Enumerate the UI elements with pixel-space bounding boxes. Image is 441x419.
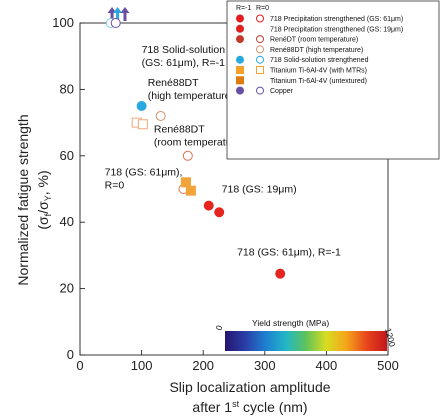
legend-label: 718 Precipitation strengthened (GS: 19μm…	[270, 26, 403, 33]
legend-marker-open	[256, 55, 264, 64]
plot-area: 0 100 200 300 400 500 0 20 40 60 80 100	[52, 15, 399, 373]
x-tick-label: 500	[377, 358, 399, 373]
legend-entry: 718 Precipitation strengthened (GS: 61μm…	[236, 14, 403, 23]
legend-marker-filled	[236, 86, 244, 95]
legend-marker-filled	[236, 24, 244, 33]
legend-label: Titanium Ti-6Al-4V (with MTRs)	[270, 68, 367, 75]
legend-entry: 718 Precipitation strengthened (GS: 19μm…	[236, 24, 403, 33]
y-tick-label: 80	[60, 81, 74, 96]
legend-label: Titanium Ti-6Al-4V (untextured)	[270, 78, 367, 85]
colorbar-gradient	[225, 331, 387, 351]
out-of-range-arrow-head	[120, 7, 130, 13]
legend-marker-open	[256, 66, 264, 74]
data-annotation: René88DT (high temperature)	[148, 77, 234, 102]
y-tick-label: 20	[60, 281, 74, 296]
legend-label: René88DT (high temperature)	[270, 47, 363, 54]
data-point	[137, 119, 148, 130]
data-point	[155, 110, 166, 121]
legend-entry: Titanium Ti-6Al-4V (with MTRs)	[236, 66, 367, 75]
legend-marker-filled	[236, 76, 244, 85]
legend-marker-open	[256, 35, 264, 44]
data-point	[136, 101, 147, 111]
x-tick-label: 300	[254, 358, 276, 373]
y-tick-label: 100	[52, 15, 74, 30]
legend: R=-1 R=0 718 Precipitation strengthened …	[226, 0, 440, 160]
legend-marker-filled	[236, 55, 244, 64]
legend-entry: René88DT (high temperature)	[256, 45, 363, 54]
data-point	[182, 150, 193, 161]
data-annotation: 718 (GS: 61μm), R=0	[105, 167, 183, 192]
colorbar-min-label: 0	[213, 324, 224, 332]
data-point	[185, 185, 196, 196]
legend-entry: Titanium Ti-6Al-4V (untextured)	[236, 76, 367, 85]
x-tick-label: 200	[192, 358, 214, 373]
legend-marker-open	[256, 45, 264, 54]
legend-marker-open	[256, 86, 264, 95]
x-tick-label: 0	[76, 358, 83, 373]
y-axis-label: Normalized fatigue strength	[15, 114, 31, 285]
legend-frame	[226, 0, 440, 160]
x-axis-label-line2: after 1st cycle (nm)	[192, 399, 307, 415]
data-annotation: René88DT (room temperature)	[154, 124, 244, 149]
legend-marker-filled	[236, 66, 244, 74]
legend-label: 718 Solid-solution strengthened	[270, 57, 369, 64]
data-annotation: 718 (GS: 61μm), R=-1	[237, 246, 341, 258]
y-tick-label: 60	[60, 148, 74, 163]
legend-marker-filled	[236, 35, 244, 44]
y-axis-label-line2: (σf/σY, %)	[35, 170, 53, 229]
data-point	[203, 200, 214, 211]
x-tick-label: 400	[316, 358, 338, 373]
legend-marker-filled	[236, 14, 244, 23]
data-point	[275, 268, 286, 279]
legend-marker-open	[256, 14, 264, 23]
legend-header-filled: R=-1	[236, 5, 251, 12]
data-annotation: 718 Solid-solution (GS: 61μm), R=-1	[142, 44, 226, 69]
y-tick-label: 0	[67, 347, 74, 362]
x-axis-label: Slip localization amplitude	[169, 379, 330, 395]
legend-entry: RenéDT (room temperature)	[236, 35, 358, 44]
legend-entry: 718 Solid-solution strengthened	[236, 55, 369, 64]
legend-label: RenéDT (room temperature)	[270, 37, 358, 44]
data-point	[180, 177, 191, 188]
x-tick-label: 100	[131, 358, 153, 373]
data-point	[110, 18, 121, 28]
legend-label: Copper	[270, 88, 294, 95]
colorbar-max-label: 1200	[383, 327, 398, 348]
data-annotation: 718 (GS: 19μm)	[222, 183, 297, 195]
legend-entry: Copper	[236, 86, 294, 95]
colorbar: Yield strength (MPa) 0 1200	[213, 318, 398, 351]
legend-header-open: R=0	[256, 5, 269, 12]
y-tick-label: 40	[60, 214, 74, 229]
out-of-range-arrow-head	[113, 7, 123, 13]
colorbar-label: Yield strength (MPa)	[252, 318, 329, 328]
legend-label: 718 Precipitation strengthened (GS: 61μm…	[270, 16, 403, 23]
data-point	[214, 207, 225, 218]
